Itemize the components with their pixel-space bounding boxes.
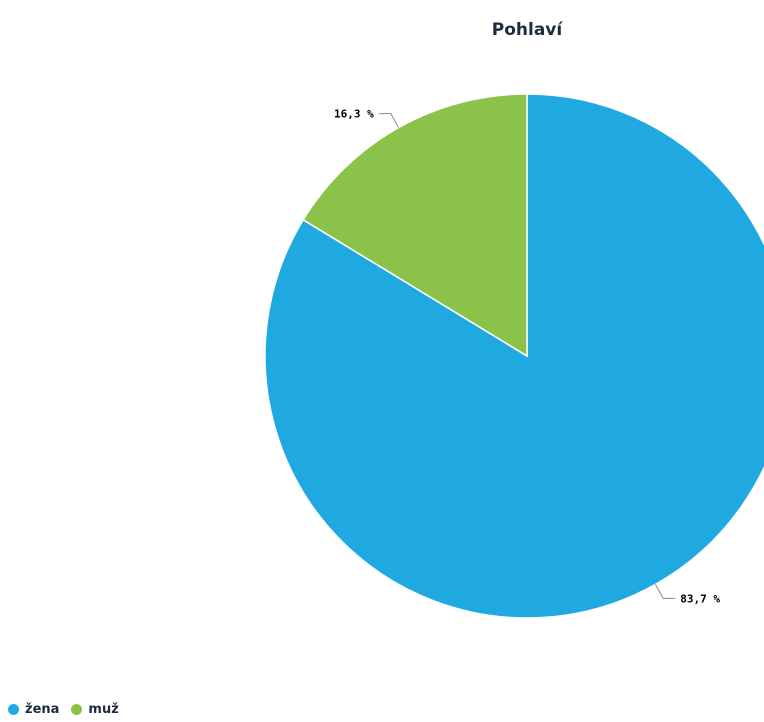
data-label-connector-muz [378,113,400,128]
legend: žena muž [8,702,119,717]
data-label-zena: 83,7 % [680,592,720,605]
pie-data-labels: 83,7 % 16,3 % [334,108,720,606]
data-label-muz: 16,3 % [334,108,374,121]
legend-swatch-zena [8,704,19,715]
pie-slice-zena[interactable] [264,93,764,619]
data-label-connector-zena [654,584,676,599]
legend-item-zena[interactable]: žena [8,702,59,717]
legend-item-muz[interactable]: muž [71,702,119,717]
legend-label-muz: muž [88,702,119,717]
chart-title: Pohlaví [492,20,564,40]
legend-label-zena: žena [25,702,60,717]
legend-swatch-muz [71,704,83,715]
pie-slices [264,93,764,619]
